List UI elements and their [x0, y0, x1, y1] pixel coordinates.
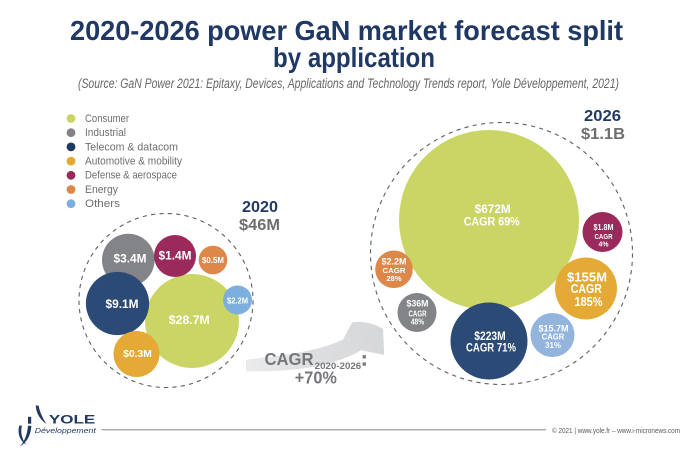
- svg-text:CAGR 69%: CAGR 69%: [464, 217, 520, 229]
- svg-text:$0.3M: $0.3M: [123, 349, 152, 360]
- svg-text:CAGR 71%: CAGR 71%: [466, 340, 516, 354]
- svg-text:CAGR: CAGR: [265, 349, 314, 369]
- svg-text:$1.4M: $1.4M: [159, 251, 192, 263]
- svg-text:$223M: $223M: [474, 329, 505, 343]
- svg-text:$1.8M: $1.8M: [594, 222, 614, 232]
- svg-text:$15.7M: $15.7M: [539, 324, 569, 335]
- svg-text:CAGR: CAGR: [571, 282, 602, 296]
- svg-text:Others: Others: [85, 198, 120, 210]
- svg-text:2020: 2020: [242, 199, 278, 216]
- svg-text:4%: 4%: [599, 242, 610, 249]
- svg-text:by application: by application: [273, 42, 435, 73]
- svg-text:$28.7M: $28.7M: [169, 315, 210, 327]
- svg-text:Consumer: Consumer: [85, 113, 129, 125]
- svg-text:© 2021 | www.yole.fr – www.i-m: © 2021 | www.yole.fr – www.i-micronews.c…: [552, 427, 680, 435]
- svg-text:31%: 31%: [545, 341, 561, 350]
- svg-text:CAGR: CAGR: [542, 333, 565, 342]
- svg-text:2020-2026 power GaN market for: 2020-2026 power GaN market forecast spli…: [70, 15, 623, 46]
- svg-text:Industrial: Industrial: [85, 127, 126, 139]
- svg-text:$36M: $36M: [407, 299, 429, 309]
- svg-text:Defense & aerospace: Defense & aerospace: [85, 170, 177, 182]
- svg-text:2026: 2026: [584, 108, 621, 125]
- svg-text:$2.2M: $2.2M: [227, 297, 248, 306]
- svg-text:$0.5M: $0.5M: [202, 256, 224, 265]
- svg-text:Développement: Développement: [35, 426, 97, 435]
- svg-text:Automotive & mobility: Automotive & mobility: [85, 156, 183, 168]
- svg-text:Telecom & datacom: Telecom & datacom: [85, 141, 178, 153]
- svg-text:$3.4M: $3.4M: [114, 254, 147, 266]
- svg-text:+70%: +70%: [295, 368, 337, 388]
- svg-text:48%: 48%: [411, 318, 425, 327]
- svg-text:28%: 28%: [387, 274, 402, 283]
- svg-text:Energy: Energy: [85, 184, 119, 196]
- svg-text:$2.2M: $2.2M: [382, 257, 407, 267]
- svg-text:185%: 185%: [575, 295, 603, 309]
- svg-text:$672M: $672M: [475, 204, 511, 216]
- svg-text:YOLE: YOLE: [49, 413, 95, 427]
- svg-text:(Source: GaN Power 2021: Epita: (Source: GaN Power 2021: Epitaxy, Device…: [78, 76, 619, 91]
- svg-text:$9.1M: $9.1M: [106, 299, 139, 311]
- svg-text:$46M: $46M: [239, 217, 280, 234]
- svg-text:CAGR: CAGR: [409, 310, 427, 319]
- svg-text:$155M: $155M: [567, 270, 607, 284]
- svg-text:2020-2026: 2020-2026: [315, 361, 362, 371]
- svg-text:CAGR: CAGR: [595, 234, 613, 241]
- svg-text:$1.1B: $1.1B: [581, 126, 625, 143]
- svg-text:CAGR: CAGR: [383, 266, 407, 275]
